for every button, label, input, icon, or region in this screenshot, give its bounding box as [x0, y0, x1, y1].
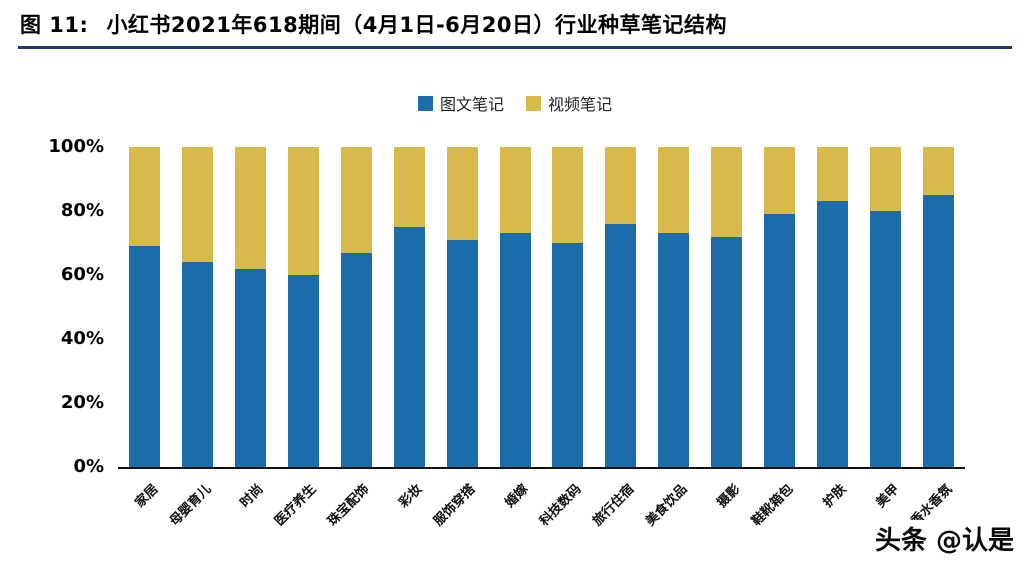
legend-item-1: 视频笔记: [526, 91, 612, 115]
x-axis-tick-label: 美甲: [873, 481, 903, 511]
stacked-bar: [552, 147, 584, 467]
legend-swatch-icon: [417, 95, 433, 111]
y-axis-tick-label: 20%: [60, 392, 104, 413]
bar-segment-video-notes: [552, 147, 584, 243]
bar-segment-image-notes: [128, 246, 160, 467]
stacked-bar: [923, 147, 955, 467]
bar-segment-image-notes: [605, 223, 637, 467]
bar-segment-video-notes: [393, 147, 425, 227]
figure-header: 图 11: 小红书2021年618期间（4月1日-6月20日）行业种草笔记结构: [18, 0, 1012, 49]
y-axis-tick-label: 40%: [60, 328, 104, 349]
bar-segment-video-notes: [870, 147, 902, 211]
x-axis-label-slot: 美食饮品: [643, 469, 690, 559]
bar-segment-video-notes: [658, 147, 690, 234]
stacked-bar: [499, 147, 531, 467]
bar-segment-video-notes: [605, 147, 637, 224]
bar-segment-image-notes: [340, 252, 372, 467]
bar-segment-video-notes: [234, 147, 266, 269]
stacked-bar: [181, 147, 213, 467]
bar-segment-image-notes: [499, 233, 531, 467]
x-axis-tick-label: 旅行住宿: [590, 481, 638, 530]
x-axis-tick-label: 美食饮品: [643, 481, 691, 530]
bar-segment-video-notes: [817, 147, 849, 202]
x-axis-label-slot: 摄影: [711, 469, 744, 559]
bar-segment-image-notes: [870, 211, 902, 467]
bar-segment-image-notes: [181, 262, 213, 467]
plot-area: 0% 20% 40% 60% 80% 100%: [48, 138, 965, 476]
bar-segment-image-notes: [446, 239, 478, 467]
bar-segment-video-notes: [499, 147, 531, 234]
x-axis-label-slot: 旅行住宿: [590, 469, 637, 559]
x-axis-label-slot: 彩妆: [394, 469, 426, 559]
bar-segment-image-notes: [764, 214, 796, 467]
stacked-bar: [234, 147, 266, 467]
bar-segment-image-notes: [923, 195, 955, 467]
watermark: 头条 @认是: [866, 520, 1014, 557]
x-axis-label-slot: 珠宝配饰: [325, 469, 372, 559]
x-axis-label-slot: 时尚: [235, 469, 267, 559]
bar-segment-video-notes: [287, 147, 319, 275]
x-axis-label-slot: 婚嫁: [500, 469, 532, 559]
y-axis-tick-label: 0%: [73, 456, 104, 477]
bar-segment-image-notes: [817, 201, 849, 467]
stacked-bar: [446, 147, 478, 467]
stacked-bar: [128, 147, 160, 467]
x-axis-tick-label: 时尚: [237, 481, 267, 511]
bar-segment-video-notes: [446, 147, 478, 240]
x-axis-tick-label: 彩妆: [396, 481, 426, 511]
x-axis-label-slot: 家居: [129, 469, 162, 559]
bar-segment-video-notes: [711, 147, 743, 237]
bar-segment-image-notes: [393, 227, 425, 467]
x-axis-label-slot: 鞋靴箱包: [749, 469, 796, 559]
x-axis-tick-label: 母婴育儿: [166, 481, 214, 530]
x-axis-label-slot: 护肤: [817, 469, 850, 559]
bar-segment-video-notes: [181, 147, 213, 263]
bar-segment-image-notes: [287, 275, 319, 467]
x-axis-tick-label: 科技数码: [537, 481, 585, 530]
stacked-bar: [340, 147, 372, 467]
y-axis-tick-label: 60%: [60, 264, 104, 285]
legend-swatch-icon: [526, 95, 541, 111]
y-axis-tick-label: 100%: [48, 136, 104, 157]
stacked-bar: [711, 147, 743, 467]
x-axis-label-slot: 服饰穿搭: [431, 469, 478, 559]
legend-label: 图文笔记: [439, 95, 504, 114]
bar-segment-video-notes: [923, 147, 955, 195]
figure-number: 图 11:: [20, 13, 89, 37]
x-axis-tick-label: 医疗养生: [272, 481, 320, 530]
stacked-bar: [817, 147, 849, 467]
legend-item-0: 图文笔记: [417, 91, 504, 115]
x-axis-label-slot: 医疗养生: [272, 469, 319, 559]
stacked-bar: [393, 147, 425, 467]
stacked-bar: [870, 147, 902, 467]
bar-segment-video-notes: [764, 147, 796, 215]
bar-segment-image-notes: [711, 236, 743, 467]
stacked-bar: [764, 147, 796, 467]
x-axis-tick-label: 珠宝配饰: [325, 481, 373, 530]
bar-segment-image-notes: [234, 268, 266, 467]
x-axis-tick-label: 家居: [132, 481, 162, 511]
bars-container: [118, 147, 965, 467]
x-axis-tick-label: 鞋靴箱包: [748, 481, 797, 530]
y-axis-tick-label: 80%: [60, 200, 104, 221]
x-axis-label-slot: 母婴育儿: [167, 469, 214, 559]
x-axis-tick-label: 护肤: [820, 481, 850, 511]
bar-segment-image-notes: [658, 233, 690, 467]
stacked-bar: [658, 147, 690, 467]
x-axis-label-slot: 科技数码: [537, 469, 584, 559]
x-axis-tick-label: 摄影: [714, 481, 744, 511]
chart-legend: 图文笔记 视频笔记: [0, 91, 1030, 115]
stacked-bar: [287, 147, 319, 467]
x-axis-tick-label: 服饰穿搭: [431, 481, 479, 530]
x-axis-tick-label: 婚嫁: [502, 481, 532, 511]
bar-segment-video-notes: [128, 147, 160, 247]
legend-label: 视频笔记: [548, 95, 613, 114]
bar-segment-video-notes: [340, 147, 372, 253]
stacked-bar: [605, 147, 637, 467]
bar-segment-image-notes: [552, 243, 584, 467]
figure-title: 小红书2021年618期间（4月1日-6月20日）行业种草笔记结构: [106, 13, 727, 37]
x-axis-labels: 家居 母婴育儿 时尚 医疗养生 珠宝配饰 彩妆 服饰穿搭 婚嫁 科技数码 旅行住宿 美食饮品 摄影 鞋靴…: [118, 469, 965, 559]
